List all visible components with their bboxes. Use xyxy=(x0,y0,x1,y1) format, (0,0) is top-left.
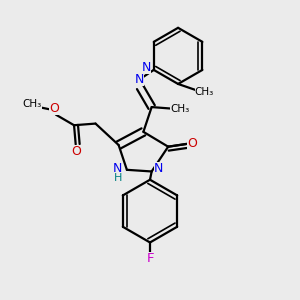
Text: O: O xyxy=(187,136,197,150)
Text: N: N xyxy=(154,162,164,175)
Text: CH₃: CH₃ xyxy=(170,104,189,114)
Text: H: H xyxy=(113,173,122,183)
Text: O: O xyxy=(71,145,81,158)
Text: F: F xyxy=(146,253,154,266)
Text: N: N xyxy=(142,61,151,74)
Text: CH₃: CH₃ xyxy=(195,87,214,97)
Text: N: N xyxy=(134,74,144,86)
Text: O: O xyxy=(49,102,59,115)
Text: N: N xyxy=(113,162,122,175)
Text: CH₃: CH₃ xyxy=(22,99,42,109)
